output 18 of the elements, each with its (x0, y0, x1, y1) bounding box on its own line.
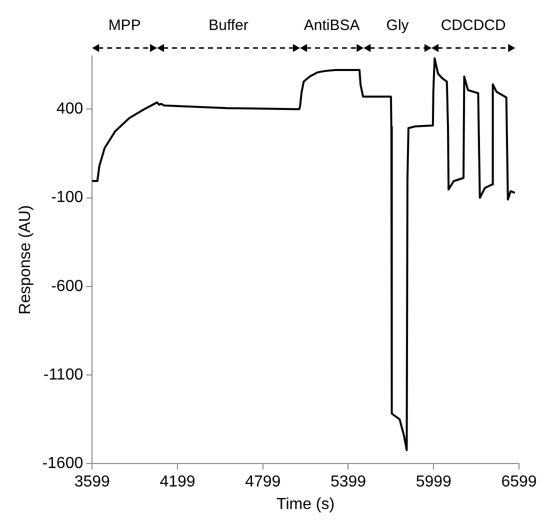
x-tick-label: 3599 (74, 474, 110, 491)
x-tick-label: 4199 (160, 474, 196, 491)
x-tick-label: 6599 (501, 474, 537, 491)
x-tick-label: 5999 (416, 474, 452, 491)
y-tick-label: 400 (56, 100, 84, 118)
y-tick-label: -600 (51, 278, 84, 295)
text: Gly (386, 17, 410, 34)
text: MPP (108, 17, 141, 34)
x-tick-label: 4799 (245, 474, 281, 491)
y-axis-title: Response (AU) (17, 205, 34, 314)
text: CDCDCD (440, 17, 506, 34)
y-tick-label: -100 (51, 189, 84, 206)
x-axis-title: Time (s) (276, 496, 335, 513)
y-tick-label: -1100 (43, 366, 84, 384)
text: Buffer (208, 17, 248, 34)
x-tick-label: 5399 (330, 474, 366, 491)
text: AntiBSA (304, 17, 360, 34)
y-tick-label: -1600 (42, 455, 84, 472)
